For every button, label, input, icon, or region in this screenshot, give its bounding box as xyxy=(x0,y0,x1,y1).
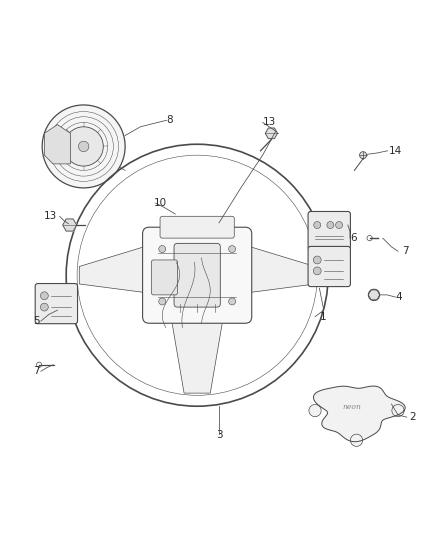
Polygon shape xyxy=(265,128,278,139)
Circle shape xyxy=(350,434,363,446)
Circle shape xyxy=(78,141,89,152)
FancyBboxPatch shape xyxy=(308,246,350,287)
Circle shape xyxy=(368,289,380,301)
Polygon shape xyxy=(79,236,193,314)
Polygon shape xyxy=(201,236,315,314)
Circle shape xyxy=(159,298,166,305)
Circle shape xyxy=(392,405,404,417)
Text: 10: 10 xyxy=(153,198,166,208)
Circle shape xyxy=(40,292,48,300)
Text: 7: 7 xyxy=(33,366,40,376)
Text: 8: 8 xyxy=(166,115,173,125)
Text: 4: 4 xyxy=(396,292,403,302)
FancyBboxPatch shape xyxy=(151,260,177,295)
Text: 13: 13 xyxy=(263,117,276,127)
Circle shape xyxy=(42,105,125,188)
FancyBboxPatch shape xyxy=(174,244,220,307)
Text: 7: 7 xyxy=(403,246,409,256)
Text: 14: 14 xyxy=(389,146,403,156)
Circle shape xyxy=(64,127,103,166)
Polygon shape xyxy=(44,125,71,164)
Text: 13: 13 xyxy=(44,211,57,221)
FancyBboxPatch shape xyxy=(160,216,234,238)
Text: 1: 1 xyxy=(319,312,326,322)
Polygon shape xyxy=(314,386,405,442)
Text: 5: 5 xyxy=(33,316,40,326)
FancyBboxPatch shape xyxy=(308,212,350,249)
Circle shape xyxy=(336,222,343,229)
Circle shape xyxy=(229,246,236,253)
Text: neon: neon xyxy=(343,403,362,411)
Circle shape xyxy=(159,246,166,253)
Circle shape xyxy=(40,303,48,311)
FancyBboxPatch shape xyxy=(143,227,252,323)
FancyBboxPatch shape xyxy=(35,284,78,324)
Circle shape xyxy=(314,222,321,229)
Circle shape xyxy=(313,267,321,275)
Circle shape xyxy=(309,405,321,417)
Polygon shape xyxy=(63,219,77,231)
Text: 6: 6 xyxy=(350,233,357,243)
Circle shape xyxy=(327,222,334,229)
Text: 2: 2 xyxy=(409,412,416,422)
Circle shape xyxy=(229,298,236,305)
Circle shape xyxy=(313,256,321,264)
Text: 3: 3 xyxy=(215,430,223,440)
Polygon shape xyxy=(171,317,223,393)
Circle shape xyxy=(360,152,367,159)
